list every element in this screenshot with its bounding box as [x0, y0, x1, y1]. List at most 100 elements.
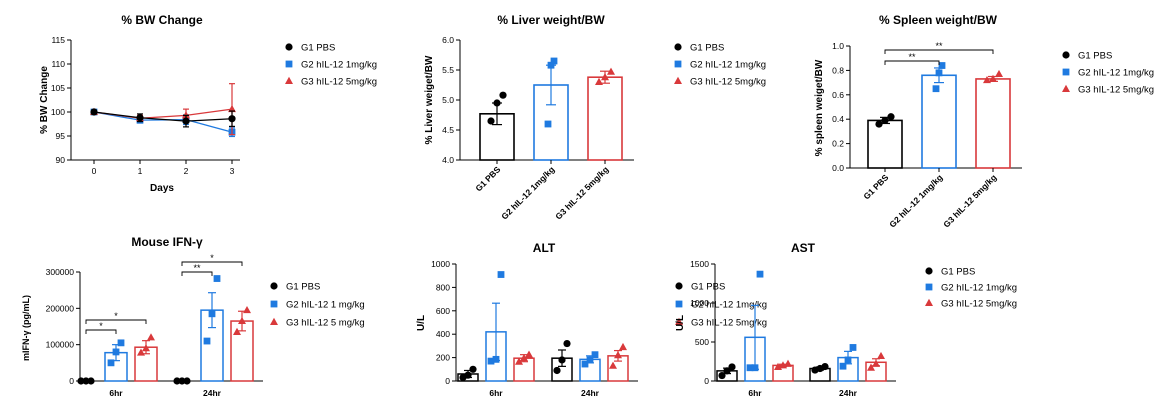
- legend-label: G1 PBS: [941, 267, 975, 278]
- y-tick-label: 200000: [46, 303, 75, 313]
- data-point: [497, 271, 505, 278]
- y-tick-label: 0: [704, 376, 709, 386]
- data-point: [525, 350, 533, 358]
- data-point: [718, 371, 726, 380]
- chart-spleen-weight: % Spleen weight/BW % spleen weiget/BW 0.…: [814, 13, 1154, 230]
- y-tick-label: 600: [436, 306, 450, 316]
- legend-label: G2 hIL-12 1mg/kg: [1078, 68, 1154, 79]
- data-point: [844, 356, 852, 364]
- data-point: [515, 357, 523, 365]
- data-point: [553, 366, 561, 375]
- data-point: [487, 117, 495, 125]
- y-tick-label: 115: [51, 35, 65, 45]
- data-point: [243, 305, 251, 314]
- significance-label: **: [193, 263, 201, 273]
- y-tick-label: 800: [436, 282, 450, 292]
- x-tick-label: 1: [138, 166, 143, 176]
- x-tick-label: 0: [92, 166, 97, 176]
- chart-title-ast: AST: [791, 241, 816, 255]
- data-point: [213, 275, 221, 282]
- data-point: [173, 377, 181, 385]
- data-point: [544, 120, 552, 128]
- significance-bracket: [85, 319, 147, 324]
- data-point: [609, 361, 617, 369]
- x-category-label: G2 hIL-12 1mg/kg: [499, 164, 556, 221]
- x-tick-label: 3: [230, 166, 235, 176]
- data-point: [107, 359, 115, 367]
- data-point: [563, 339, 571, 348]
- data-point: [112, 348, 120, 356]
- y-axis-label-liver-weight: % Liver weiget/BW: [424, 55, 435, 144]
- y-tick-label: 110: [51, 59, 65, 69]
- data-point: [208, 310, 216, 318]
- legend-marker: [270, 282, 278, 290]
- legend-marker: [285, 43, 293, 51]
- data-point: [751, 364, 759, 372]
- data-point: [875, 120, 883, 128]
- x-category-label: 24hr: [839, 388, 858, 398]
- x-tick-label: 2: [184, 166, 189, 176]
- y-axis-label-mouse-ifng: mIFN-γ (pg/mL): [21, 295, 31, 361]
- data-point: [137, 348, 145, 356]
- y-tick-label: 0.2: [832, 139, 844, 149]
- legend-label: G3 hIL-12 5mg/kg: [1078, 85, 1154, 96]
- legend-marker: [285, 76, 293, 84]
- legend-marker: [674, 43, 682, 51]
- data-point: [142, 344, 150, 352]
- legend-label: G1 PBS: [286, 282, 320, 293]
- y-axis-label-spleen-weight: % spleen weiget/BW: [814, 59, 825, 156]
- x-category-label: G2 hIL-12 1mg/kg: [887, 172, 944, 229]
- chart-title-liver-weight: % Liver weight/BW: [497, 13, 605, 27]
- bar: [975, 78, 1011, 169]
- data-point: [499, 91, 507, 99]
- y-tick-label: 1500: [690, 259, 709, 269]
- significance-label: *: [114, 311, 118, 321]
- legend-label: G2 hIL-12 1mg/kg: [941, 283, 1017, 294]
- data-point: [756, 270, 764, 278]
- legend-label: G2 hIL-12 1mg/kg: [690, 60, 766, 71]
- data-point: [87, 377, 95, 385]
- y-tick-label: 100: [51, 107, 65, 117]
- data-point: [935, 69, 943, 77]
- legend-label: G3 hIL-12 5mg/kg: [691, 318, 767, 329]
- y-tick-label: 1000: [690, 298, 709, 308]
- legend-marker: [1062, 84, 1070, 92]
- legend-marker: [674, 76, 682, 84]
- data-point: [520, 353, 528, 362]
- legend-label: G2 hIL-12 1 mg/kg: [286, 300, 365, 311]
- data-point: [550, 57, 558, 65]
- data-point: [464, 371, 472, 379]
- significance-bracket: [181, 261, 243, 266]
- x-category-label: G3 hIL-12 5mg/kg: [941, 172, 998, 229]
- data-point: [881, 116, 889, 125]
- y-tick-label: 90: [56, 155, 66, 165]
- x-category-label: 24hr: [203, 388, 222, 398]
- y-tick-label: 200: [436, 353, 450, 363]
- data-point: [117, 339, 125, 347]
- significance-label: **: [935, 41, 943, 51]
- y-tick-label: 0: [445, 376, 450, 386]
- data-point: [619, 342, 627, 351]
- data-point: [723, 367, 731, 375]
- legend-label: G1 PBS: [690, 43, 724, 54]
- data-point: [989, 74, 997, 82]
- data-point: [784, 359, 792, 367]
- data-point: [147, 333, 155, 341]
- legend-marker: [1062, 68, 1070, 76]
- x-category-label: 6hr: [748, 388, 762, 398]
- legend-label: G2 hIL-12 1mg/kg: [691, 300, 767, 311]
- data-point: [932, 85, 940, 93]
- y-tick-label: 5.0: [442, 95, 454, 105]
- data-point: [877, 351, 885, 360]
- data-point: [614, 351, 622, 359]
- chart-liver-weight: % Liver weight/BW % Liver weiget/BW 4.0 4…: [424, 13, 766, 222]
- y-tick-label: 6.0: [442, 35, 454, 45]
- data-point: [182, 117, 190, 125]
- data-point: [493, 99, 501, 107]
- y-tick-label: 1.0: [832, 41, 844, 51]
- bar: [867, 119, 903, 169]
- legend-label: G3 hIL-12 5 mg/kg: [286, 318, 365, 329]
- bar: [587, 76, 623, 161]
- data-point: [887, 113, 895, 121]
